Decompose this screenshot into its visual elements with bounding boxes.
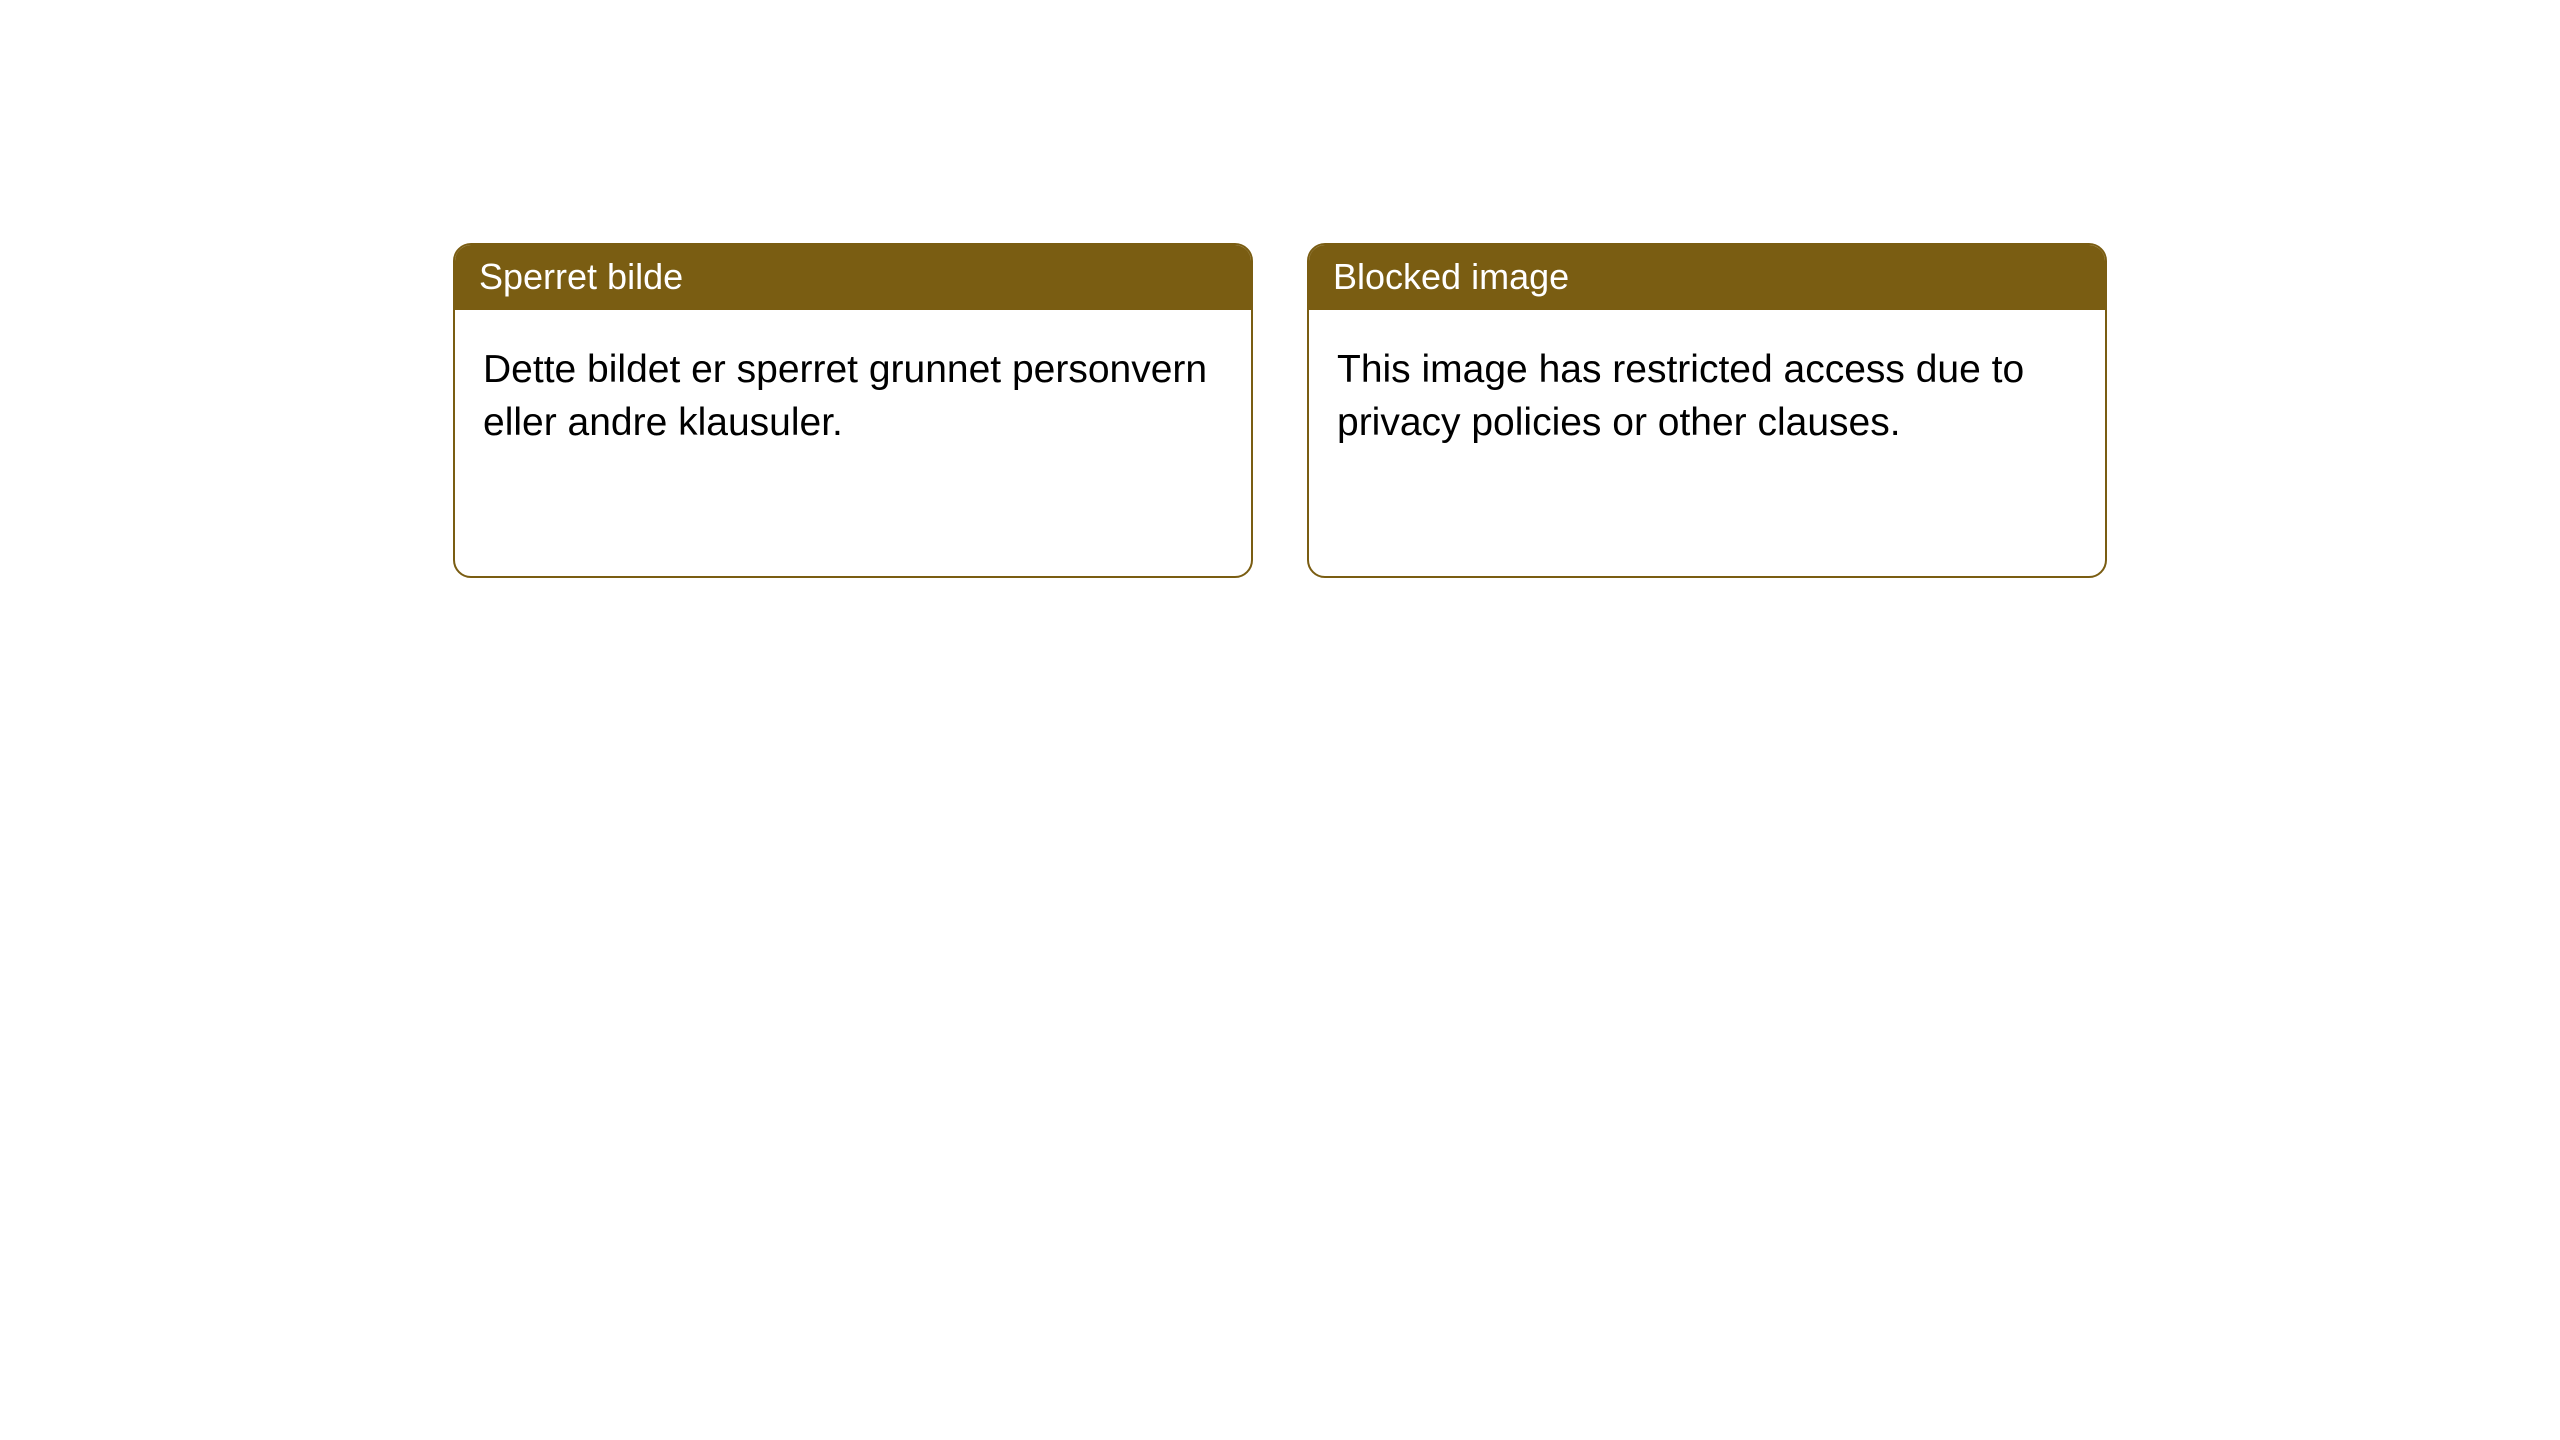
notice-body-norwegian: Dette bildet er sperret grunnet personve… [455, 310, 1251, 483]
notice-title-english: Blocked image [1309, 245, 2105, 310]
notice-card-norwegian: Sperret bilde Dette bildet er sperret gr… [453, 243, 1253, 578]
notice-card-english: Blocked image This image has restricted … [1307, 243, 2107, 578]
notice-title-norwegian: Sperret bilde [455, 245, 1251, 310]
notice-body-english: This image has restricted access due to … [1309, 310, 2105, 483]
notice-container: Sperret bilde Dette bildet er sperret gr… [453, 243, 2107, 578]
